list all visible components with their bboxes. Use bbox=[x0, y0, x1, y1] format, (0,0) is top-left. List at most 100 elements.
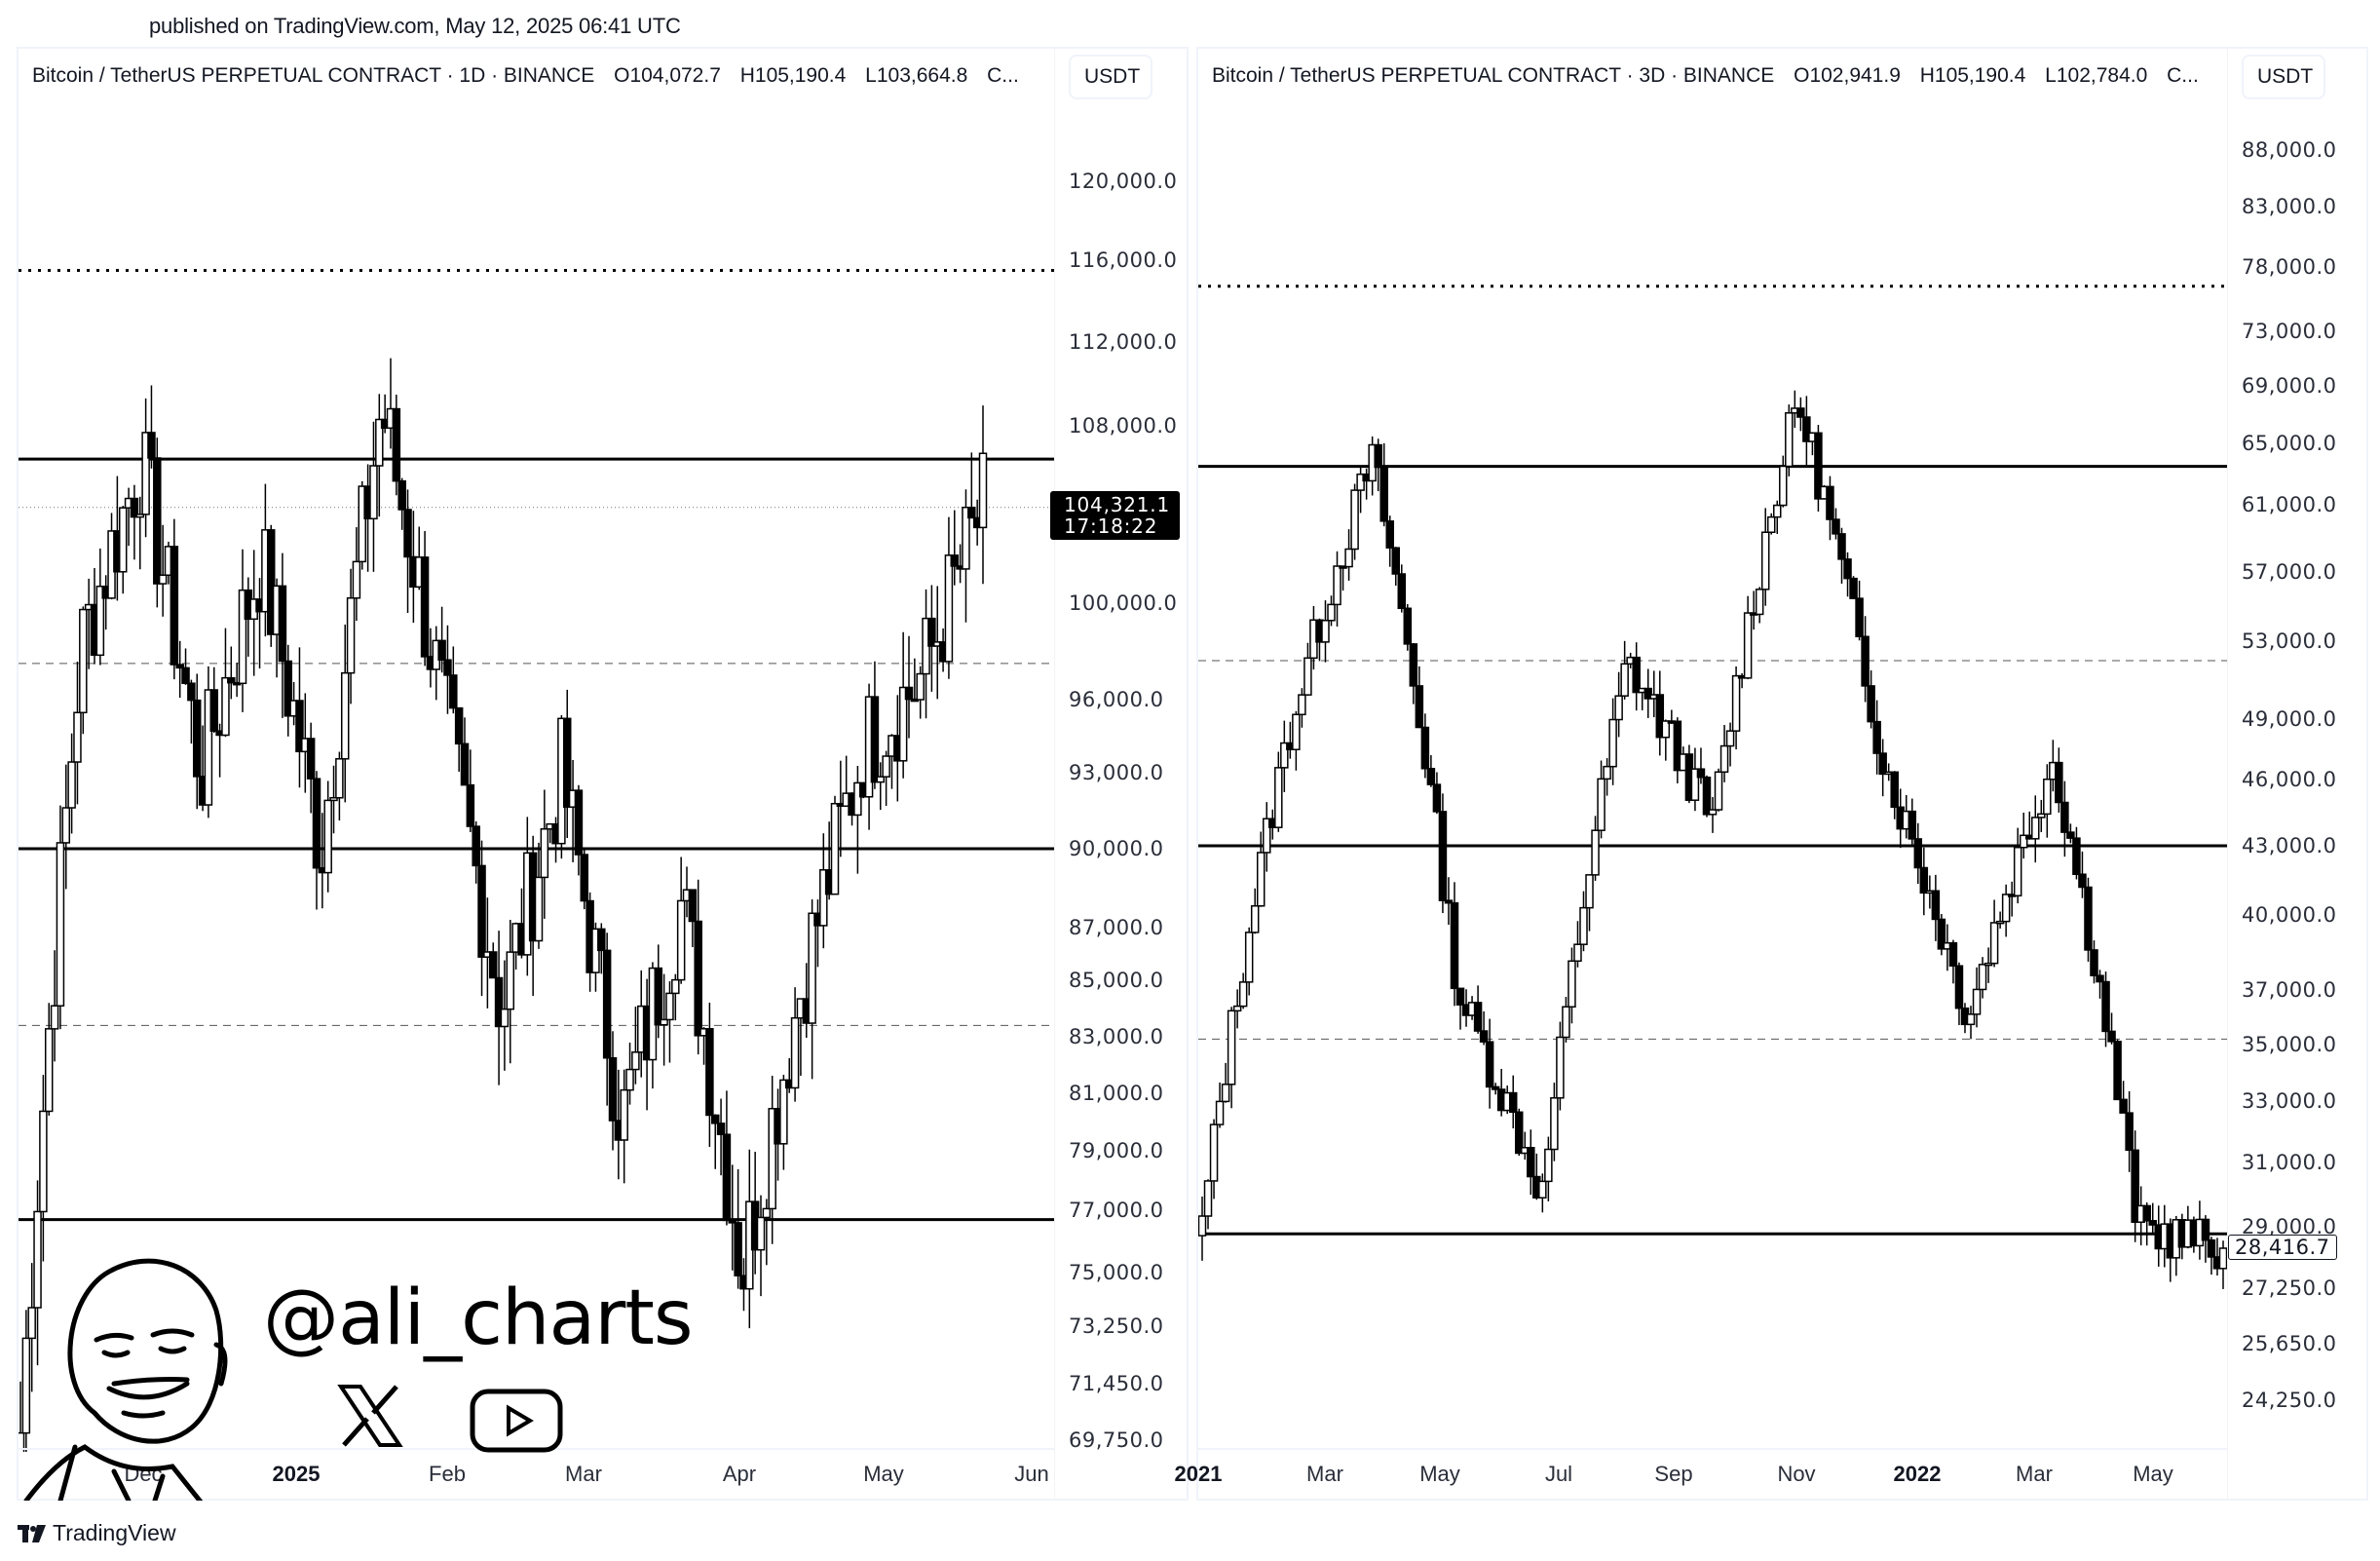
candle bbox=[898, 686, 908, 762]
tradingview-logo[interactable]: TradingView bbox=[18, 1520, 176, 1546]
candle bbox=[1292, 713, 1301, 750]
candle bbox=[1661, 720, 1671, 739]
candle bbox=[2148, 1220, 2157, 1226]
candle bbox=[73, 711, 82, 763]
candle bbox=[192, 699, 202, 778]
currency-button[interactable]: USDT bbox=[2242, 55, 2325, 99]
candle bbox=[506, 951, 515, 1010]
candle bbox=[329, 796, 338, 802]
price-tick: 46,000.0 bbox=[2242, 768, 2337, 791]
candle bbox=[306, 738, 316, 780]
candle bbox=[562, 717, 572, 808]
candle bbox=[1238, 981, 1248, 1008]
candle bbox=[1198, 1215, 1207, 1237]
candle bbox=[1766, 515, 1776, 533]
time-tick: Mar bbox=[1306, 1462, 1343, 1486]
candle bbox=[950, 554, 960, 567]
price-tick: 27,250.0 bbox=[2242, 1276, 2337, 1300]
ohlc-high: H105,190.4 bbox=[739, 64, 847, 87]
candle bbox=[1908, 810, 1917, 840]
candle bbox=[2125, 1112, 2134, 1152]
candle bbox=[762, 1207, 772, 1219]
candle bbox=[50, 1005, 59, 1030]
candle bbox=[1603, 765, 1611, 780]
candle bbox=[1256, 852, 1266, 907]
currency-button[interactable]: USDT bbox=[1069, 55, 1152, 99]
candlestick-chart-3d[interactable] bbox=[1198, 49, 2229, 1452]
chart-panel-daily[interactable]: Bitcoin / TetherUS PERPETUAL CONTRACT · … bbox=[17, 47, 1189, 1501]
candle bbox=[978, 452, 988, 529]
candle bbox=[346, 597, 356, 674]
candle bbox=[67, 761, 76, 809]
candle bbox=[1597, 778, 1606, 831]
chart-panel-3d[interactable]: Bitcoin / TetherUS PERPETUAL CONTRACT · … bbox=[1175, 47, 2369, 1501]
price-axis[interactable]: USDT 88,000.0 83,000.0 78,000.0 73,000.0 69,… bbox=[2227, 49, 2369, 1499]
candle bbox=[1725, 730, 1735, 747]
bar-countdown: 17:18:22 bbox=[1064, 514, 1158, 538]
candle bbox=[323, 799, 332, 874]
candle bbox=[1872, 720, 1881, 754]
price-tick: 71,450.0 bbox=[1069, 1372, 1164, 1395]
candle bbox=[278, 585, 287, 663]
candle bbox=[358, 485, 367, 563]
time-axis[interactable]: 2021 Mar May Jul Sep Nov 2022 Mar May bbox=[1175, 1448, 2227, 1499]
candle bbox=[1209, 1123, 1219, 1182]
candle bbox=[1919, 866, 1929, 895]
candle bbox=[631, 1051, 640, 1071]
candle bbox=[1579, 906, 1588, 945]
candle bbox=[1620, 663, 1629, 697]
price-tick: 85,000.0 bbox=[1069, 969, 1164, 992]
candle bbox=[460, 742, 470, 786]
candle bbox=[1743, 612, 1753, 679]
candle bbox=[2060, 801, 2069, 833]
author-handle: @ali_charts bbox=[263, 1275, 694, 1362]
candle bbox=[2218, 1247, 2228, 1270]
symbol-legend: Bitcoin / TetherUS PERPETUAL CONTRACT · … bbox=[1212, 64, 2212, 88]
candle bbox=[56, 842, 65, 1007]
price-tick: 79,000.0 bbox=[1069, 1139, 1164, 1162]
candle bbox=[33, 1210, 42, 1309]
candle bbox=[756, 1216, 766, 1251]
candle bbox=[295, 700, 304, 753]
candle bbox=[602, 949, 612, 1059]
candle bbox=[420, 556, 430, 658]
last-price-badge: 104,321.1 17:18:22 bbox=[1050, 491, 1180, 540]
candle bbox=[1374, 443, 1382, 469]
ohlc-close: C... bbox=[987, 64, 1019, 87]
time-tick: 2021 bbox=[1174, 1462, 1223, 1486]
time-tick: 2025 bbox=[272, 1462, 321, 1486]
candle bbox=[2142, 1204, 2151, 1222]
candle bbox=[1221, 1084, 1230, 1103]
candle bbox=[209, 689, 219, 732]
youtube-icon[interactable] bbox=[470, 1389, 563, 1453]
ohlc-low: L102,784.0 bbox=[2045, 64, 2148, 87]
candle bbox=[1473, 1002, 1483, 1032]
candle bbox=[1298, 694, 1306, 716]
candle bbox=[2096, 974, 2104, 983]
candle bbox=[494, 976, 504, 1028]
candle bbox=[1420, 726, 1430, 770]
time-tick: 2022 bbox=[1893, 1462, 1942, 1486]
symbol-title: Bitcoin / TetherUS PERPETUAL CONTRACT · … bbox=[32, 64, 595, 87]
price-tick: 33,000.0 bbox=[2242, 1089, 2337, 1113]
candle bbox=[135, 514, 145, 518]
candle bbox=[1203, 1180, 1213, 1217]
time-axis[interactable]: Dec 2025 Feb Mar Apr May Jun bbox=[19, 1448, 1054, 1499]
tradingview-logo-icon bbox=[18, 1524, 46, 1542]
candlestick-chart-daily[interactable] bbox=[19, 49, 1056, 1452]
candle bbox=[870, 696, 880, 783]
time-tick: May bbox=[863, 1462, 904, 1486]
candle bbox=[130, 497, 139, 518]
candle bbox=[1755, 589, 1764, 616]
candle bbox=[1966, 1013, 1976, 1026]
candle bbox=[2131, 1149, 2139, 1224]
candle bbox=[2001, 894, 2011, 923]
candle bbox=[1527, 1147, 1535, 1178]
price-axis[interactable]: USDT 120,000.0 116,000.0 112,000.0 108,000.… bbox=[1054, 49, 1190, 1499]
candle bbox=[580, 854, 589, 902]
price-tick: 65,000.0 bbox=[2242, 432, 2337, 455]
candle bbox=[1731, 674, 1741, 732]
candle bbox=[1263, 818, 1271, 854]
price-tick: 24,250.0 bbox=[2242, 1389, 2337, 1412]
x-logo-icon[interactable] bbox=[336, 1382, 404, 1450]
